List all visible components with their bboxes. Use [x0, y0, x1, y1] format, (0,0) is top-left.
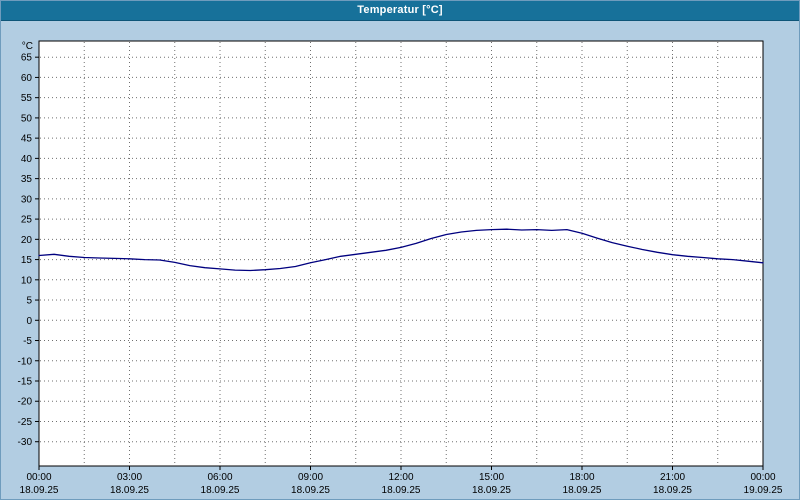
temperature-series-line [38, 228, 764, 272]
x-tick-time-label: 06:00 [207, 472, 232, 483]
y-tick-label: -30 [18, 437, 33, 448]
y-tick-label: 0 [26, 316, 32, 327]
x-tick-date-label: 18.09.25 [653, 485, 692, 496]
y-tick-label: -25 [18, 417, 33, 428]
x-tick-time-label: 18:00 [569, 472, 594, 483]
y-tick-label: -15 [18, 377, 33, 388]
x-tick-time-label: 09:00 [298, 472, 323, 483]
x-tick-date-label: 18.09.25 [382, 485, 421, 496]
y-tick-label: 50 [21, 113, 33, 124]
x-tick-date-label: 18.09.25 [20, 485, 59, 496]
chart-area: -30 -25 -20 -15 -10 -5 0 5 10 15 20 25 30 35 40 45 50 55 6… [1, 21, 800, 500]
y-tick-label: 45 [21, 134, 33, 145]
y-tick-label: 35 [21, 174, 33, 185]
y-tick-label: 30 [21, 194, 33, 205]
x-tick-time-label: 00:00 [750, 472, 775, 483]
y-tick-label: 5 [26, 296, 32, 307]
y-tick-label: 55 [21, 93, 33, 104]
temperature-chart: -30 -25 -20 -15 -10 -5 0 5 10 15 20 25 30 35 40 45 50 55 6… [18, 40, 783, 496]
x-tick-time-label: 00:00 [26, 472, 51, 483]
title-bar: Temperatur [°C] [1, 1, 799, 21]
y-axis-unit-label: °C [22, 41, 33, 52]
y-tick-label: 15 [21, 255, 33, 266]
plot-background [38, 40, 764, 467]
y-tick-label: -5 [23, 336, 32, 347]
x-tick-date-label: 18.09.25 [472, 485, 511, 496]
y-tick-label: 25 [21, 215, 33, 226]
y-tick-label: -10 [18, 356, 33, 367]
chart-title: Temperatur [°C] [357, 4, 443, 16]
y-tick-label: -20 [18, 397, 33, 408]
x-tick-date-label: 18.09.25 [291, 485, 330, 496]
x-tick-date-label: 18.09.25 [563, 485, 602, 496]
y-tick-label: 20 [21, 235, 33, 246]
y-tick-label: 40 [21, 154, 33, 165]
x-tick-date-label: 19.09.25 [744, 485, 783, 496]
x-tick-time-label: 21:00 [660, 472, 685, 483]
x-tick-time-label: 15:00 [479, 472, 504, 483]
y-tick-label: 60 [21, 73, 33, 84]
y-tick-label: 65 [21, 53, 33, 64]
x-tick-date-label: 18.09.25 [201, 485, 240, 496]
x-tick-date-label: 18.09.25 [110, 485, 149, 496]
y-tick-label: 10 [21, 275, 33, 286]
x-tick-time-label: 03:00 [117, 472, 142, 483]
x-tick-time-label: 12:00 [388, 472, 413, 483]
